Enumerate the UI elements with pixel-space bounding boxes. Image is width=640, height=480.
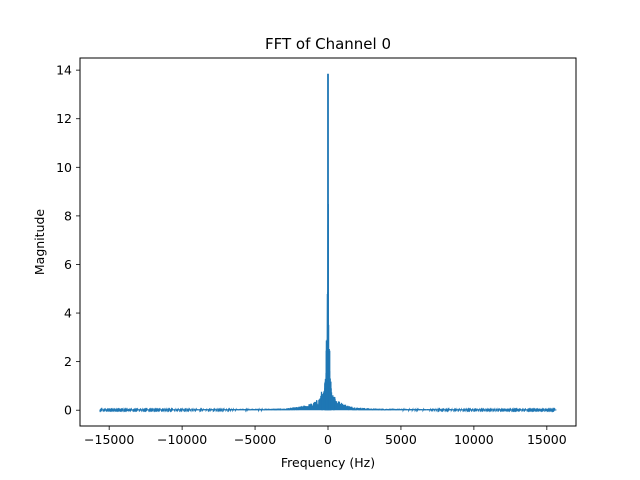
x-tick-label: 10000	[454, 432, 494, 447]
x-axis-label: Frequency (Hz)	[281, 455, 375, 470]
x-tick-label: −5000	[234, 432, 276, 447]
y-tick-label: 14	[56, 63, 72, 78]
x-tick-label: 15000	[527, 432, 567, 447]
y-tick-label: 6	[64, 257, 72, 272]
x-axis: −15000 −10000 −5000 0 5000 10000 15000	[84, 426, 567, 447]
y-tick-label: 0	[64, 403, 72, 418]
x-tick-label: −10000	[157, 432, 207, 447]
chart-title: FFT of Channel 0	[265, 35, 391, 53]
y-tick-label: 2	[64, 354, 72, 369]
y-axis: 0 2 4 6 8 10 12 14	[56, 63, 80, 418]
y-tick-label: 8	[64, 208, 72, 223]
y-tick-label: 12	[56, 111, 72, 126]
y-tick-label: 10	[56, 160, 72, 175]
x-tick-label: 0	[324, 432, 332, 447]
plot-area	[99, 73, 557, 413]
x-tick-label: 5000	[385, 432, 417, 447]
y-tick-label: 4	[64, 306, 72, 321]
x-tick-label: −15000	[84, 432, 134, 447]
y-axis-label: Magnitude	[32, 209, 47, 276]
axes-frame	[79, 57, 577, 427]
